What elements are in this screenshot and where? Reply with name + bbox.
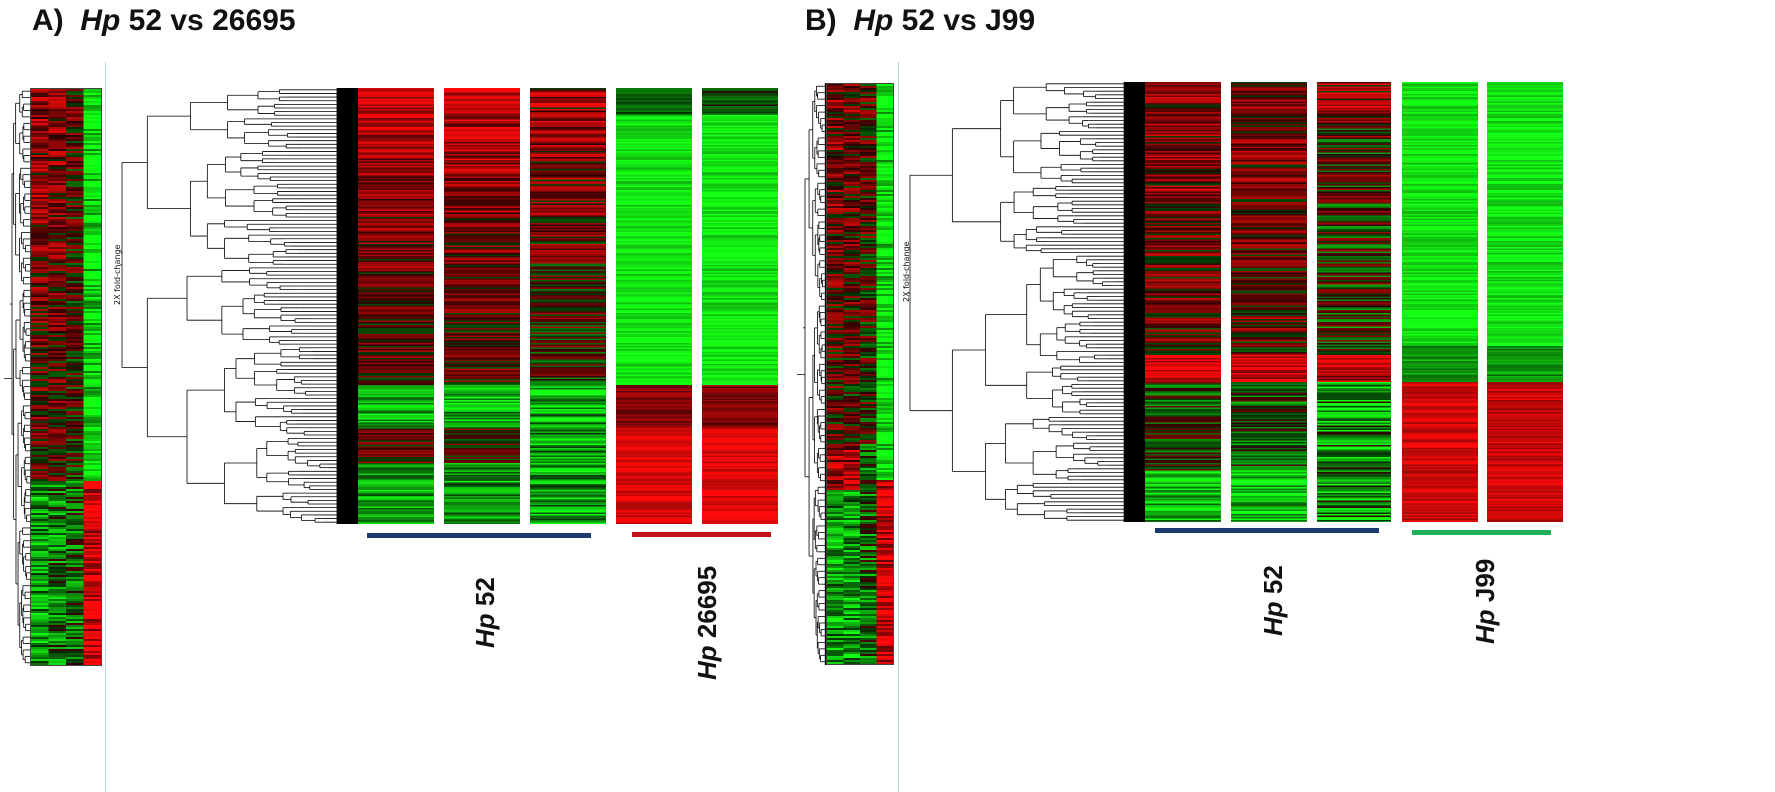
group-bar-b-hpj99	[1412, 530, 1551, 535]
group-bar-a-hp26695	[632, 532, 771, 537]
group-label-a-hp26695: Hp 26695	[692, 565, 722, 680]
group-label-a-hp52: Hp 52	[470, 577, 500, 648]
overview-root-tick	[4, 378, 12, 379]
heatmap-a-hp26695-rep1	[616, 88, 692, 524]
heatmap-b-hp52-rep2	[1231, 82, 1307, 522]
heatmap-a-hp26695-rep2	[702, 88, 778, 524]
heatmap-a-hp52-rep2	[444, 88, 520, 524]
heatmap-b-hpj99-rep1	[1402, 82, 1478, 522]
panel-b-comparison: 52 vs J99	[901, 4, 1036, 37]
panel-a-species: Hp	[80, 4, 121, 37]
panel-a-title: A) Hp 52 vs 26695	[32, 4, 296, 38]
dendrogram-b	[908, 82, 1145, 522]
overview-dendrogram-b	[803, 83, 827, 665]
heatmap-a-hp52-rep1	[358, 88, 434, 524]
heatmap-a-hp52-rep3	[530, 88, 606, 524]
panel-a-divider	[105, 62, 106, 792]
heatmap-b-hpj99-rep2	[1487, 82, 1563, 522]
group-label-b-hp52: Hp 52	[1258, 565, 1288, 636]
heatmap-b-hp52-rep3	[1317, 82, 1391, 522]
overview-heatmap-a	[30, 88, 102, 666]
panel-b-letter: B)	[805, 4, 837, 37]
panel-b-species: Hp	[853, 4, 894, 37]
overview-heatmap-b	[826, 83, 894, 665]
panel-b-divider	[898, 62, 899, 792]
heatmap-b-hp52-rep1	[1145, 82, 1221, 522]
panel-a: A) Hp 52 vs 26695 2X fold-change Hp 52 H…	[4, 4, 778, 792]
overview-dendrogram-a	[10, 88, 32, 666]
panel-b: B) Hp 52 vs J99	[805, 0, 1775, 792]
group-bar-b-hp52	[1155, 528, 1379, 533]
panel-a-comparison: 52 vs 26695	[128, 4, 296, 37]
group-bar-a-hp52	[367, 533, 591, 538]
panel-b-title: B) Hp 52 vs J99	[805, 4, 1035, 38]
dendrogram-a	[120, 88, 358, 524]
panel-a-letter: A)	[32, 4, 64, 37]
group-label-b-hpj99: Hp J99	[1470, 558, 1500, 644]
overview-root-tick-b	[797, 374, 805, 375]
